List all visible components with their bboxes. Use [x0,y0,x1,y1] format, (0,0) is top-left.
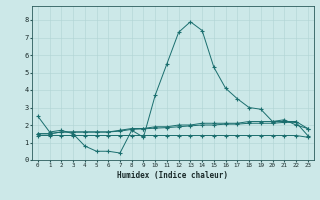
X-axis label: Humidex (Indice chaleur): Humidex (Indice chaleur) [117,171,228,180]
